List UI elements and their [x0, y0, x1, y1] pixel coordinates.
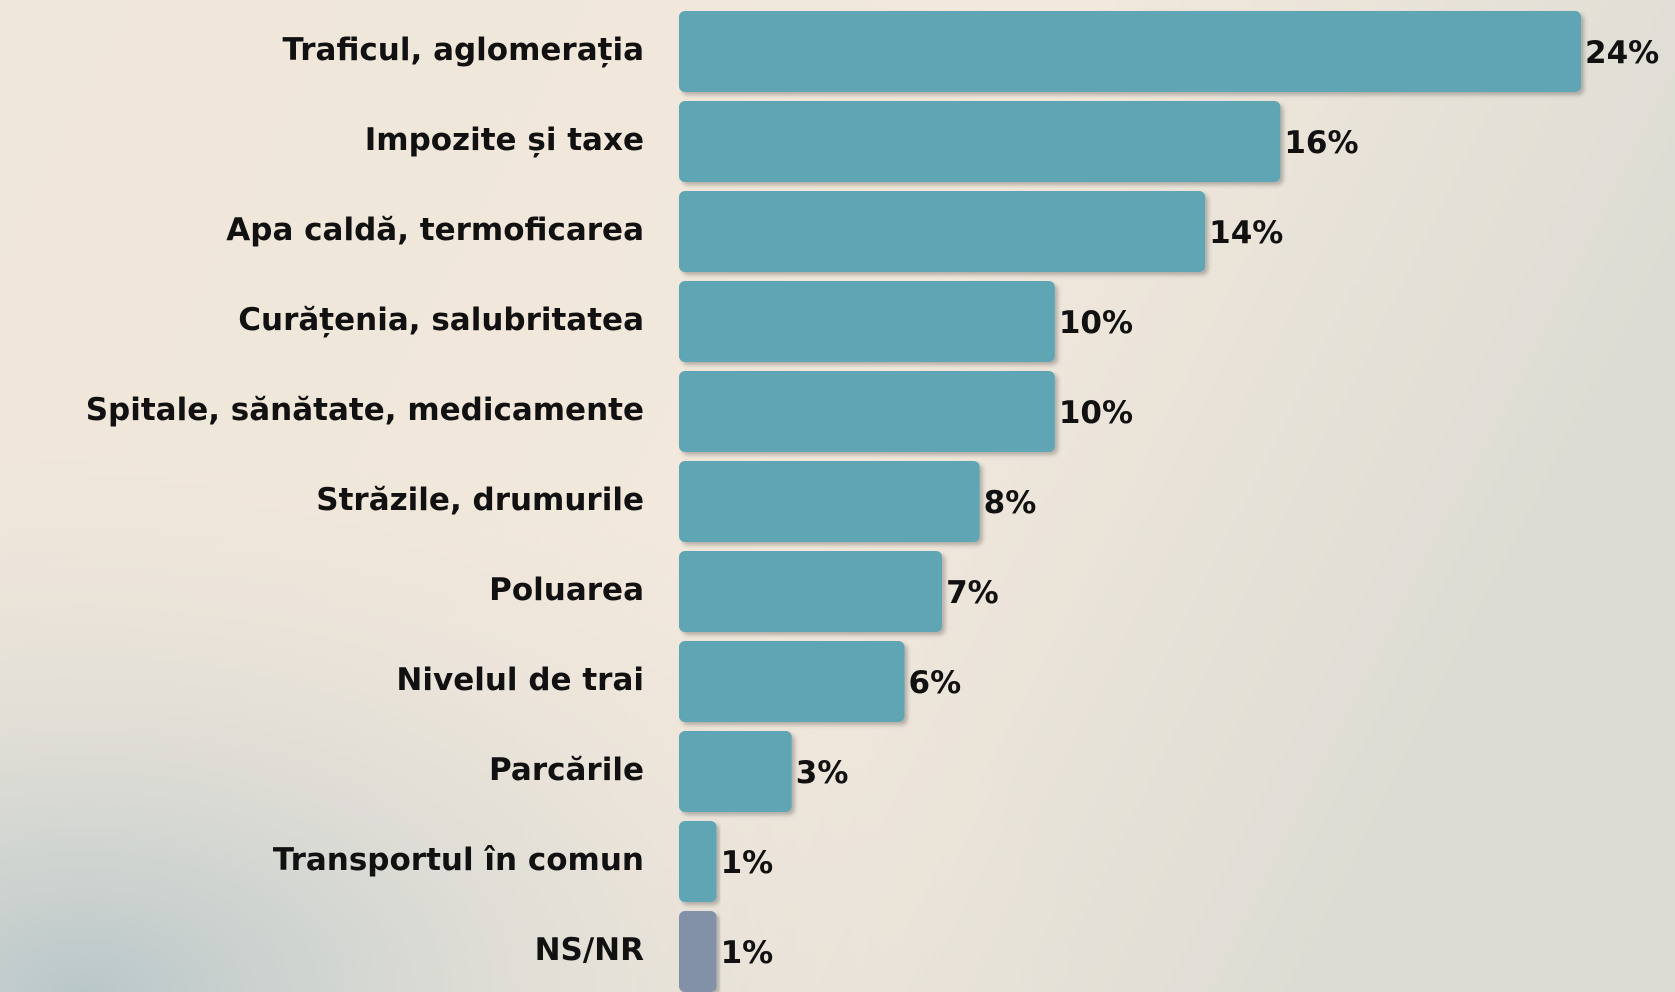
value-label: 1%: [721, 935, 774, 971]
category-label: Spitale, sănătate, medicamente: [86, 392, 644, 428]
value-label: 24%: [1585, 35, 1659, 71]
bar: [679, 281, 1055, 362]
plot: Traficul, aglomerația 24% Impozite și taxe…: [86, 11, 1659, 992]
value-label: 8%: [984, 485, 1037, 521]
bar: [679, 821, 717, 902]
value-label: 14%: [1209, 215, 1283, 251]
category-label: Impozite și taxe: [365, 122, 644, 158]
category-label: Traficul, aglomerația: [283, 32, 645, 68]
bar: [679, 551, 943, 632]
bar: [679, 101, 1281, 182]
bar: [679, 461, 980, 542]
category-label: Transportul în comun: [273, 842, 644, 878]
bar: [679, 731, 792, 812]
value-label: 3%: [796, 755, 849, 791]
bar: [679, 641, 905, 722]
category-label: NS/NR: [535, 932, 645, 968]
category-label: Parcările: [489, 752, 644, 788]
value-label: 7%: [946, 575, 999, 611]
value-label: 16%: [1284, 125, 1358, 161]
value-label: 1%: [721, 845, 774, 881]
category-label: Poluarea: [489, 572, 644, 608]
value-label: 10%: [1059, 305, 1133, 341]
category-label: Curățenia, salubritatea: [238, 302, 644, 338]
category-label: Străzile, drumurile: [316, 482, 644, 518]
value-label: 10%: [1059, 395, 1133, 431]
value-label: 6%: [909, 665, 962, 701]
bar: [679, 191, 1206, 272]
category-label: Apa caldă, termoficarea: [226, 212, 644, 248]
category-label: Nivelul de trai: [396, 662, 644, 698]
bar: [679, 11, 1581, 92]
bar: [679, 371, 1055, 452]
bar: [679, 911, 717, 992]
